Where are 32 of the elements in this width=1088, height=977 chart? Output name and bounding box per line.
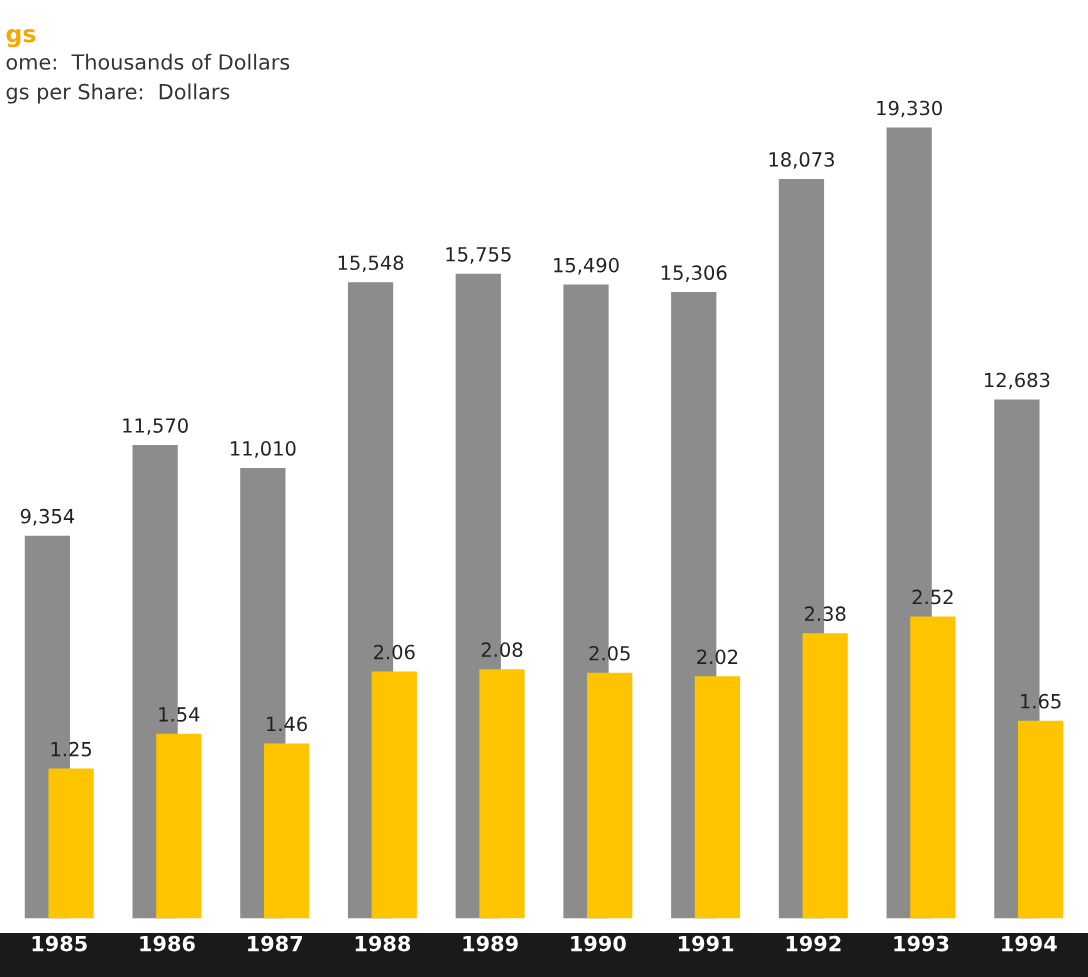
x-tick-label: 1987 — [248, 935, 303, 952]
chart-subtitle: ome: Thousands of Dollars gs per Share: Dollars — [6, 53, 290, 104]
data-label: 11,010 — [230, 441, 296, 458]
x-tick-label: 1991 — [678, 935, 734, 952]
data-label: 1.46 — [267, 716, 307, 732]
x-tick-label: 1993 — [894, 935, 949, 952]
x-tick-label: 1992 — [786, 935, 841, 952]
x-tick-label: 1994 — [1002, 935, 1057, 952]
data-label: 11,570 — [123, 418, 188, 435]
chart-title: gs — [6, 28, 36, 48]
data-label: 15,306 — [661, 265, 727, 282]
data-label: 9,354 — [20, 508, 75, 526]
data-label: 1.54 — [159, 707, 200, 722]
data-label: 2.06 — [374, 644, 415, 660]
data-label: 2.02 — [697, 649, 738, 665]
x-tick-label: 1990 — [571, 935, 626, 952]
x-tick-label: 1989 — [463, 935, 518, 952]
data-label: 1.25 — [51, 741, 92, 757]
data-label: 15,755 — [446, 247, 511, 264]
data-label: 15,548 — [338, 255, 404, 273]
data-label: 2.52 — [912, 589, 953, 605]
data-label: 2.08 — [481, 642, 523, 658]
data-label: 12,683 — [985, 372, 1050, 390]
x-tick-label: 1985 — [32, 935, 87, 952]
data-label: 19,330 — [877, 100, 942, 118]
data-label: 1.65 — [1021, 693, 1061, 709]
data-label: 18,073 — [769, 152, 834, 169]
data-label: 15,490 — [554, 257, 619, 275]
x-tick-label: 1986 — [140, 935, 195, 952]
x-tick-label: 1988 — [355, 935, 411, 952]
data-label: 2.05 — [589, 645, 630, 661]
data-label: 2.38 — [804, 606, 846, 622]
